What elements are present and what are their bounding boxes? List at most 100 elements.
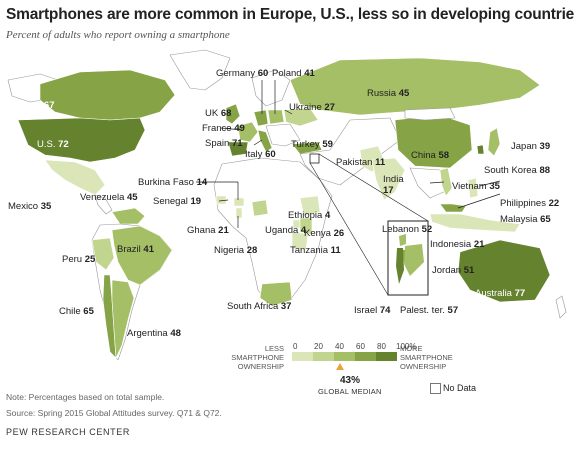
brand-label: PEW RESEARCH CENTER: [6, 427, 130, 437]
chart-title: Smartphones are more common in Europe, U…: [6, 6, 574, 23]
footnote: Note: Percentages based on total sample.: [6, 392, 165, 402]
label-ukraine: Ukraine 27: [289, 102, 335, 113]
mexico-shape: [44, 159, 106, 196]
no-data-swatch: [430, 383, 441, 394]
central-america-shape: [94, 194, 113, 215]
label-italy: Italy 60: [245, 149, 276, 160]
italy-shape: [257, 129, 273, 153]
label-russia: Russia 45: [367, 88, 410, 99]
median-marker-icon: [336, 363, 344, 370]
label-tanzania: Tanzania 11: [290, 245, 341, 256]
label-pakistan: Pakistan 11: [336, 157, 386, 168]
canada-shape: [39, 69, 176, 121]
india-shape: [371, 157, 406, 201]
ghana-shape: [235, 207, 243, 219]
brazil-shape: [111, 225, 173, 286]
legend-less-label: LESS SMARTPHONE OWNERSHIP: [231, 344, 284, 371]
burkina-shape: [233, 197, 245, 207]
world-map: [7, 49, 567, 361]
nigeria-shape: [251, 199, 269, 217]
legend-swatch-3: [334, 352, 355, 361]
label-poland: Poland 41: [272, 68, 315, 79]
inset-source-box: [309, 153, 320, 164]
label-indonesia: Indonesia 21: [430, 239, 485, 250]
legend-more-label: MORE SMARTPHONE OWNERSHIP: [400, 344, 453, 371]
inset-jordan-shape: [404, 244, 424, 276]
legend-swatch-4: [355, 352, 376, 361]
label-lebanon: Lebanon 52: [382, 224, 433, 235]
label-turkey: Turkey 59: [291, 139, 333, 150]
label-vietnam: Vietnam 35: [452, 181, 500, 192]
spain-shape: [227, 141, 249, 157]
label-kenya: Kenya 26: [304, 228, 345, 239]
label-nigeria: Nigeria 28: [214, 245, 258, 256]
legend-tick: 100%: [396, 342, 417, 351]
philippines-shape: [467, 177, 479, 199]
argentina-shape: [111, 279, 135, 359]
malaysia-shape: [439, 203, 467, 213]
south-africa-shape: [259, 281, 293, 307]
label-jordan: Jordan 51: [432, 265, 475, 276]
label-brazil: Brazil 41: [117, 244, 154, 255]
label-ethiopia: Ethiopia 4: [288, 210, 331, 221]
no-data-label: No Data: [443, 383, 477, 393]
global-median-label: GLOBAL MEDIAN: [318, 387, 382, 396]
label-spain: Spain 71: [205, 138, 243, 149]
legend-swatch-2: [313, 352, 334, 361]
nz-shape: [555, 295, 567, 319]
venezuela-shape: [111, 207, 146, 225]
legend-scale: [292, 352, 397, 370]
se-asia-shape: [409, 167, 449, 199]
label-us: U.S. 72: [37, 139, 69, 150]
label-south-korea: South Korea 88: [484, 165, 551, 176]
ukraine-shape: [283, 107, 319, 127]
label-ghana: Ghana 21: [187, 225, 229, 236]
vietnam-shape: [439, 167, 453, 197]
us-shape: [17, 117, 146, 163]
label-palestinian-territories: Palest. ter. 57: [400, 305, 459, 316]
label-south-africa: South Africa 37: [227, 301, 292, 312]
senegal-shape: [215, 195, 227, 205]
inset-israel-shape: [396, 248, 404, 284]
scandinavia-shape: [251, 69, 291, 107]
label-peru: Peru 25: [62, 254, 96, 265]
label-france: France 49: [202, 123, 245, 134]
uk-shape: [225, 103, 241, 125]
ethiopia-shape: [299, 195, 321, 217]
legend-swatch-1: [292, 352, 313, 361]
europe-other-shape: [265, 123, 301, 147]
france-shape: [237, 121, 259, 143]
label-uganda: Uganda 4: [265, 225, 307, 236]
label-japan: Japan 39: [511, 141, 551, 152]
label-australia: Australia 77: [475, 288, 526, 299]
poland-shape: [267, 109, 285, 125]
label-canada: Canada 67: [8, 100, 55, 111]
legend-swatch-5: [376, 352, 397, 361]
label-venezuela: Venezuela 45: [80, 192, 138, 203]
label-argentina: Argentina 48: [127, 328, 181, 339]
chart-subtitle: Percent of adults who report owning a sm…: [6, 29, 230, 41]
russia-shape: [289, 57, 541, 116]
peru-shape: [91, 237, 115, 271]
greenland-shape: [169, 49, 231, 91]
kenya-shape: [299, 217, 313, 235]
south-korea-shape: [476, 144, 485, 155]
label-india: India 17: [383, 174, 404, 196]
germany-shape: [253, 109, 269, 127]
label-china: China 58: [411, 150, 450, 161]
legend-tick: 60: [356, 342, 365, 351]
legend-tick: 40: [335, 342, 344, 351]
label-burkina-faso: Burkina Faso 14: [138, 177, 208, 188]
australia-shape: [457, 239, 551, 303]
label-mexico: Mexico 35: [8, 201, 52, 212]
label-malaysia: Malaysia 65: [500, 214, 551, 225]
tanzania-shape: [291, 231, 309, 251]
label-germany: Germany 60: [216, 68, 269, 79]
label-israel: Israel 74: [354, 305, 391, 316]
japan-shape: [487, 127, 501, 157]
label-senegal: Senegal 19: [153, 196, 202, 207]
global-median-value: 43%: [340, 375, 361, 386]
turkey-shape: [291, 141, 323, 155]
legend-tick: 20: [314, 342, 323, 351]
inset-lebanon-shape: [399, 234, 406, 246]
